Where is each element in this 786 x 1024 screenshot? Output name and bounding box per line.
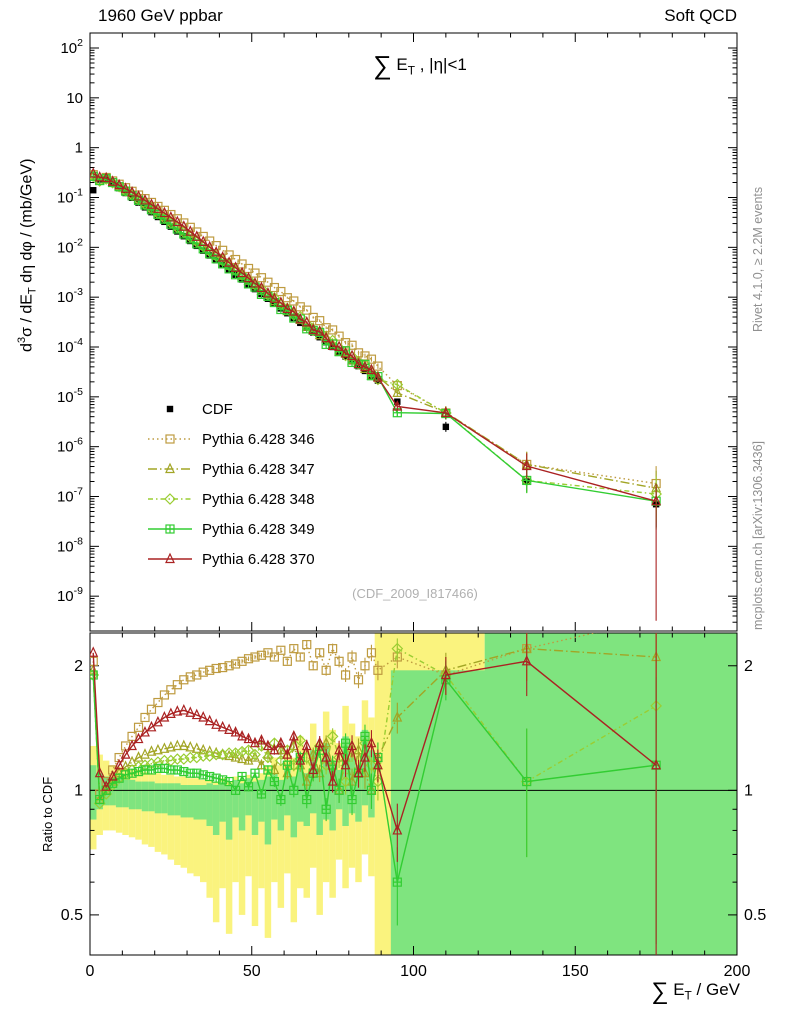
legend-item-pythia-348: Pythia 6.428 348 bbox=[146, 484, 315, 514]
xlabel-units: / GeV bbox=[691, 980, 740, 999]
legend-label: Pythia 6.428 348 bbox=[202, 490, 315, 508]
beam-label: 1960 GeV ppbar bbox=[98, 6, 223, 25]
mcplots-watermark: mcplots.cern.ch [arXiv:1306.3436] bbox=[751, 441, 765, 630]
svg-text:10-8: 10-8 bbox=[57, 535, 83, 555]
svg-text:2: 2 bbox=[744, 658, 753, 675]
sum-symbol: ∑ bbox=[651, 978, 669, 1005]
main-y-axis-label: d3σ / dET dη dφ / (mb/GeV) bbox=[16, 159, 39, 352]
sum-symbol: ∑ bbox=[373, 50, 392, 80]
ylabel-part: dη dφ / (mb/GeV) bbox=[18, 158, 36, 288]
legend-item-pythia-349: Pythia 6.428 349 bbox=[146, 514, 315, 544]
svg-text:1: 1 bbox=[74, 782, 83, 799]
title-cut: , |η|<1 bbox=[415, 55, 467, 74]
svg-text:10-5: 10-5 bbox=[57, 386, 83, 406]
pythia-349-marker-icon bbox=[148, 524, 192, 534]
xlabel-observable: E bbox=[668, 980, 685, 999]
svg-text:100: 100 bbox=[400, 963, 427, 980]
ylabel-sup: 3 bbox=[16, 336, 28, 344]
legend-label: Pythia 6.428 370 bbox=[202, 550, 315, 568]
legend-label: CDF bbox=[202, 400, 233, 418]
pythia-346-marker-icon bbox=[148, 434, 192, 444]
plot-title: ∑ ET , |η|<1 bbox=[290, 50, 550, 81]
legend-item-pythia-347: Pythia 6.428 347 bbox=[146, 454, 315, 484]
legend-label: Pythia 6.428 349 bbox=[202, 520, 315, 538]
title-subscript: T bbox=[407, 63, 416, 78]
legend-item-pythia-346: Pythia 6.428 346 bbox=[146, 424, 315, 454]
svg-text:10-7: 10-7 bbox=[57, 486, 83, 506]
pythia-347-marker-icon bbox=[148, 462, 192, 474]
xlabel-subscript: T bbox=[684, 988, 692, 1003]
svg-text:10-2: 10-2 bbox=[57, 236, 83, 256]
x-axis-label: ∑ ET / GeV bbox=[540, 978, 740, 1006]
process-group-label: Soft QCD bbox=[664, 6, 737, 25]
svg-text:150: 150 bbox=[562, 963, 589, 980]
svg-text:0: 0 bbox=[86, 963, 95, 980]
legend-label: Pythia 6.428 347 bbox=[202, 460, 315, 478]
svg-text:2: 2 bbox=[74, 658, 83, 675]
svg-text:10-6: 10-6 bbox=[57, 436, 83, 456]
ylabel-part: d bbox=[18, 343, 36, 352]
rivet-watermark: Rivet 4.1.0, ≥ 2.2M events bbox=[751, 186, 765, 332]
pythia-348-marker-icon bbox=[148, 493, 192, 505]
title-observable: E bbox=[391, 55, 408, 74]
svg-text:10-4: 10-4 bbox=[57, 336, 83, 356]
pythia-370-marker-icon bbox=[148, 552, 192, 564]
svg-text:1: 1 bbox=[744, 782, 753, 799]
main-series-pythia-6-428-370 bbox=[90, 167, 662, 621]
ylabel-sub: T bbox=[26, 287, 39, 295]
svg-text:10: 10 bbox=[66, 90, 83, 107]
svg-text:10-3: 10-3 bbox=[57, 286, 83, 306]
legend: CDF Pythia 6.428 346 Pythia 6.428 347 Py… bbox=[146, 394, 315, 574]
svg-text:102: 102 bbox=[60, 37, 83, 57]
svg-text:0.5: 0.5 bbox=[744, 907, 766, 924]
svg-text:50: 50 bbox=[243, 963, 261, 980]
ratio-y-axis-label: Ratio to CDF bbox=[40, 776, 55, 852]
ratio-series-pythia-6-428-370 bbox=[90, 633, 662, 955]
legend-label: Pythia 6.428 346 bbox=[202, 430, 315, 448]
svg-text:10-1: 10-1 bbox=[57, 187, 83, 207]
svg-text:200: 200 bbox=[724, 963, 751, 980]
legend-item-pythia-370: Pythia 6.428 370 bbox=[146, 544, 315, 574]
svg-text:10-9: 10-9 bbox=[57, 585, 83, 605]
svg-text:0.5: 0.5 bbox=[61, 907, 83, 924]
cdf-marker-icon bbox=[166, 405, 174, 413]
analysis-id-footnote: (CDF_2009_I817466) bbox=[352, 586, 478, 601]
legend-item-cdf: CDF bbox=[146, 394, 315, 424]
ylabel-part: σ / dE bbox=[18, 294, 36, 337]
svg-text:1: 1 bbox=[75, 140, 83, 157]
